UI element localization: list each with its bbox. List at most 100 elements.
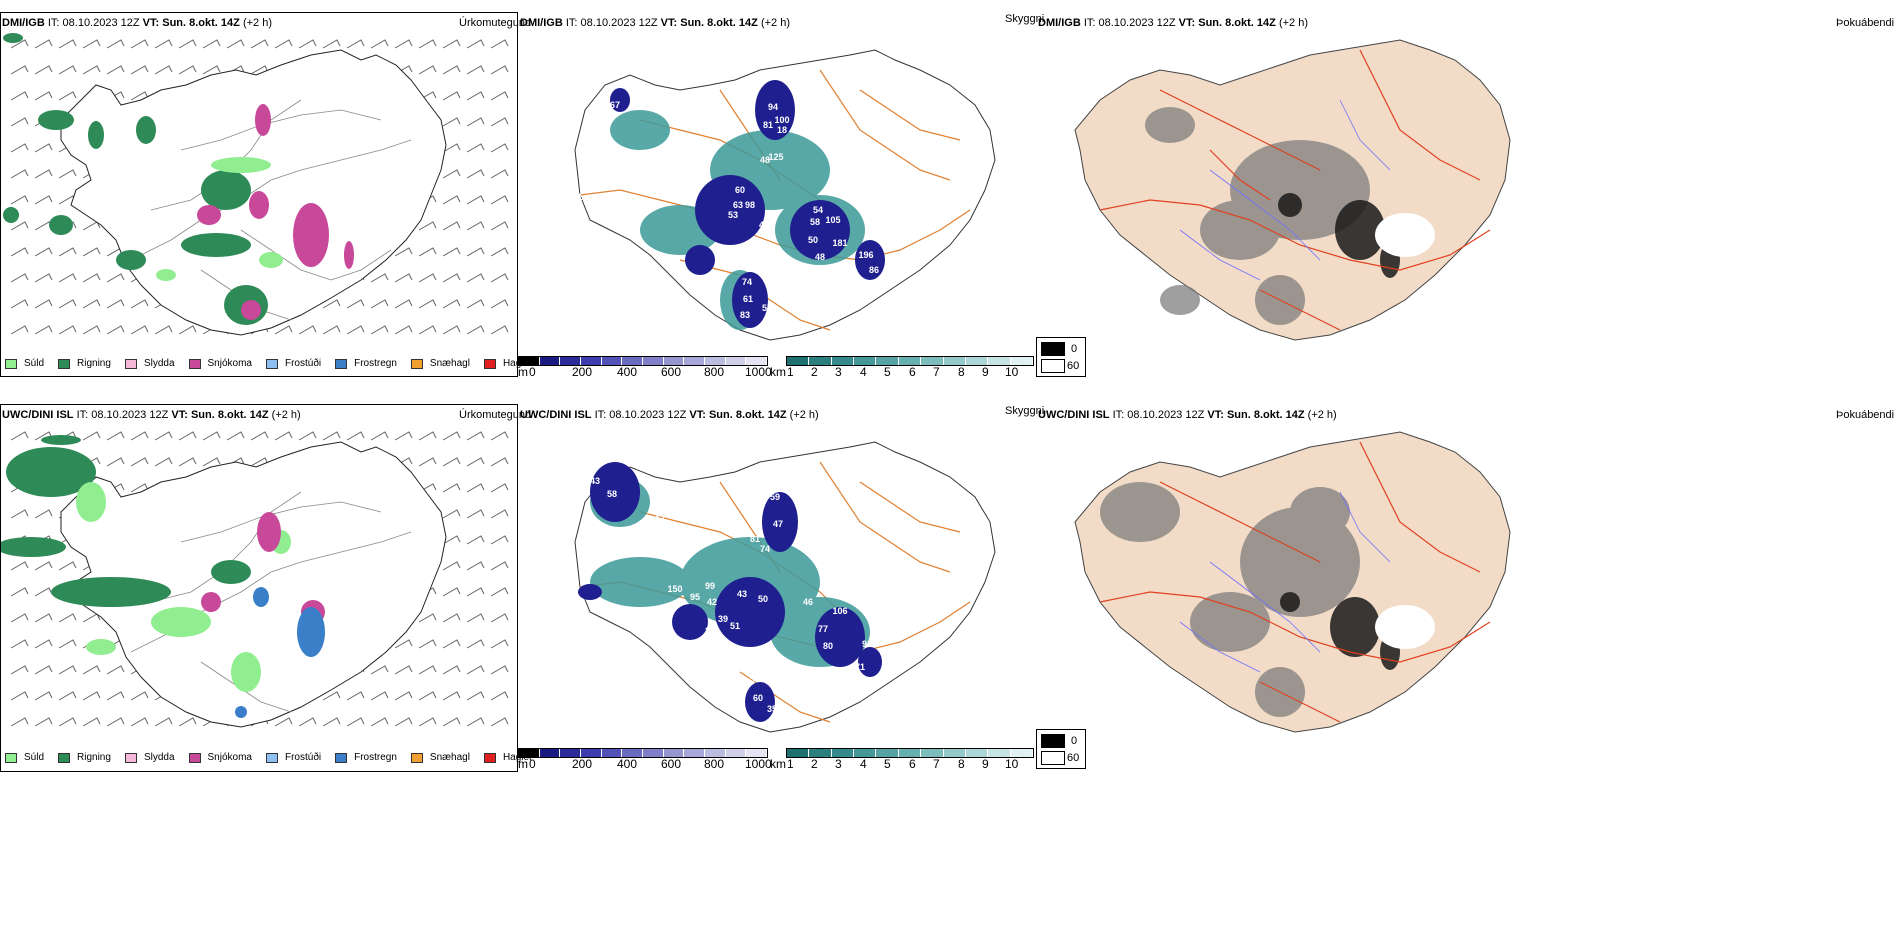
wind-barb — [466, 717, 485, 727]
wind-barb — [202, 431, 221, 441]
wind-barb — [34, 561, 53, 571]
wind-barb — [442, 561, 461, 571]
wind-barb — [34, 273, 53, 283]
wind-barb — [130, 691, 149, 701]
legend-item: Frostregn — [335, 358, 397, 369]
scale-swatch — [725, 749, 747, 757]
visibility-value: 48 — [815, 252, 825, 262]
wind-barb — [418, 65, 437, 75]
scale-swatch — [876, 749, 899, 757]
wind-barb — [106, 325, 125, 335]
visibility-blue-areas — [578, 462, 882, 722]
elevation-tick-1: 600 — [661, 365, 682, 379]
wind-barb — [10, 431, 29, 441]
vis-panel-label-2: Skyggni — [1005, 405, 1045, 417]
legend-label: Rigning — [77, 752, 111, 763]
wind-barb — [10, 509, 29, 519]
visibility-tick-1: 10 — [1005, 365, 1019, 379]
wind-barb — [154, 457, 173, 467]
fog-gray-areas — [1100, 482, 1360, 717]
wind-barb — [130, 431, 149, 441]
wind-barb — [34, 613, 53, 623]
wind-barb — [322, 717, 341, 727]
visibility-value: 47 — [773, 519, 783, 529]
wind-barb — [130, 39, 149, 49]
legend-item: Snæhagl — [410, 752, 470, 763]
visibility-value: 50 — [808, 235, 818, 245]
scale-swatch — [831, 749, 855, 757]
wind-barb — [490, 691, 509, 701]
wind-barb — [370, 325, 389, 335]
precip-map-2 — [1, 431, 509, 728]
visibility-tick-1: 5 — [884, 365, 891, 379]
wind-barb — [490, 247, 509, 257]
wind-barb — [10, 91, 29, 101]
fog-panel-title-2: UWC/DINI ISL IT: 08.10.2023 12Z VT: Sun.… — [1038, 409, 1337, 422]
legend-label: Snæhagl — [429, 358, 470, 369]
wind-barb — [394, 639, 413, 649]
legend-label: Snjókoma — [207, 358, 252, 369]
it-value: 08.10.2023 12Z — [1127, 409, 1205, 421]
wind-barb — [346, 691, 365, 701]
legend-item: Snæhagl — [410, 358, 470, 369]
wind-barb — [466, 325, 485, 335]
precip-panel-title-1: DMI/IGB IT: 08.10.2023 12Z VT: Sun. 8.ok… — [2, 17, 272, 30]
visibility-value: 1 — [577, 192, 582, 202]
wind-barb — [250, 65, 269, 75]
wind-barb — [370, 665, 389, 675]
wind-barb — [394, 299, 413, 309]
visibility-value: 60 — [735, 185, 745, 195]
vt-value: Sun. 8.okt. 14Z — [680, 17, 758, 29]
visibility-tick-2: 6 — [909, 757, 916, 771]
wind-barb — [442, 91, 461, 101]
wind-barb — [370, 273, 389, 283]
legend-label: Haglél — [502, 752, 532, 763]
scale-swatch — [988, 749, 1011, 757]
visibility-value: 61 — [743, 294, 753, 304]
scale-swatch — [965, 357, 989, 365]
wind-barb — [298, 39, 317, 49]
wind-barb — [394, 39, 413, 49]
scale-swatch — [519, 749, 540, 757]
legend-label: Frostúði — [284, 752, 322, 763]
scale-swatch — [684, 357, 706, 365]
visibility-tick-2: 9 — [982, 757, 989, 771]
wind-barb — [178, 717, 197, 727]
visibility-value: 18 — [777, 125, 787, 135]
visibility-value: 48 — [765, 317, 775, 327]
legend-swatch — [58, 358, 71, 369]
legend-label: Snjókoma — [207, 752, 252, 763]
scale-swatch — [921, 749, 944, 757]
elevation-tick-2: 400 — [617, 757, 638, 771]
visibility-tick-1: 7 — [933, 365, 940, 379]
scale-swatch — [898, 749, 922, 757]
legend-swatch — [5, 358, 17, 369]
wind-barb — [34, 299, 53, 309]
wind-barb — [82, 665, 101, 675]
visibility-value: 92 — [785, 684, 795, 694]
visibility-value: 196 — [858, 250, 873, 260]
scale-swatch — [921, 357, 944, 365]
visibility-tick-2: 7 — [933, 757, 940, 771]
visibility-tick-1: 4 — [860, 365, 867, 379]
wind-barb — [10, 169, 29, 179]
wind-barb — [466, 691, 485, 701]
cloud-legend-swatch — [1041, 751, 1065, 765]
wind-barb — [442, 169, 461, 179]
wind-barb — [490, 325, 509, 335]
wind-barb — [34, 247, 53, 257]
scale-swatch — [787, 749, 810, 757]
scale-swatch — [898, 357, 922, 365]
wind-barb — [394, 717, 413, 727]
visibility-value: 35 — [767, 704, 777, 714]
wind-barb — [442, 587, 461, 597]
elevation-tick-2: 800 — [704, 757, 725, 771]
wind-barb — [202, 39, 221, 49]
wind-barb — [82, 299, 101, 309]
visibility-value: 86 — [869, 265, 879, 275]
wind-barb — [10, 247, 29, 257]
visibility-value: 10 — [649, 482, 659, 492]
it-value: 08.10.2023 12Z — [62, 17, 140, 29]
